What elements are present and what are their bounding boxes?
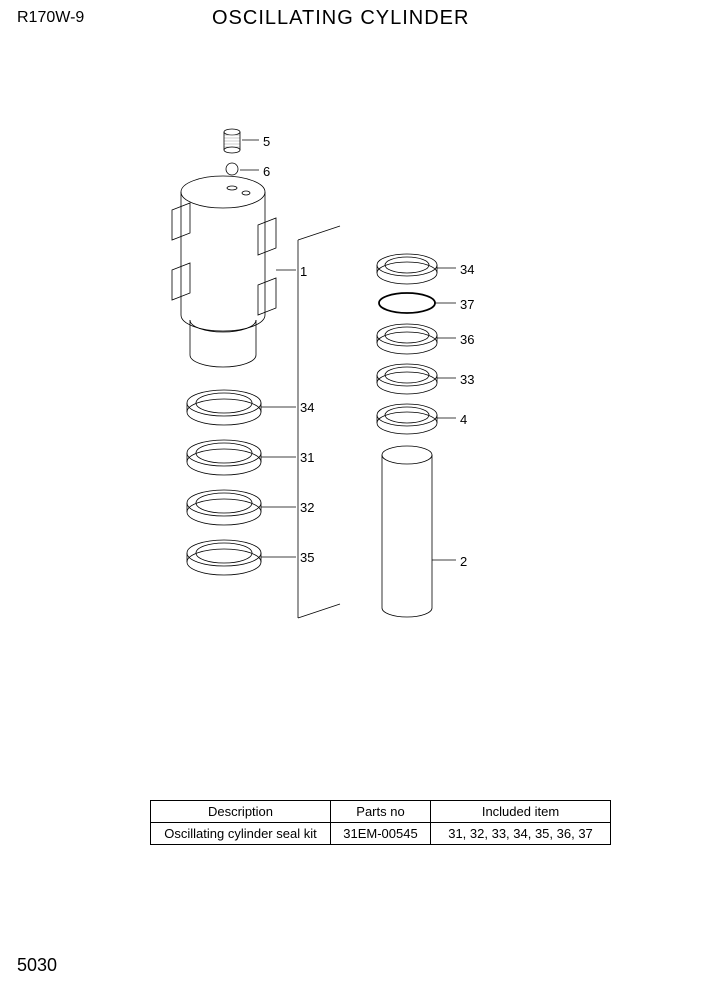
model-code: R170W-9	[17, 9, 84, 27]
part-screw	[224, 129, 240, 153]
table-header-row: Description Parts no Included item	[151, 801, 611, 823]
col-partsno: Parts no	[331, 801, 431, 823]
callout-4: 4	[460, 412, 467, 427]
callout-34a: 34	[460, 262, 474, 277]
leader-lines	[240, 140, 456, 560]
part-rod	[382, 446, 432, 617]
exploded-diagram	[0, 110, 702, 810]
callout-32: 32	[300, 500, 314, 515]
callout-33: 33	[460, 372, 474, 387]
part-ball	[226, 163, 238, 175]
cell-partsno: 31EM-00545	[331, 823, 431, 845]
page-number: 5030	[17, 955, 57, 976]
callout-36: 36	[460, 332, 474, 347]
callout-31: 31	[300, 450, 314, 465]
cell-description: Oscillating cylinder seal kit	[151, 823, 331, 845]
table-row: Oscillating cylinder seal kit 31EM-00545…	[151, 823, 611, 845]
part-body	[172, 176, 276, 367]
col-description: Description	[151, 801, 331, 823]
col-included: Included item	[431, 801, 611, 823]
callout-1: 1	[300, 264, 307, 279]
cell-included: 31, 32, 33, 34, 35, 36, 37	[431, 823, 611, 845]
callout-34b: 34	[300, 400, 314, 415]
callout-2: 2	[460, 554, 467, 569]
right-ring-stack	[377, 254, 437, 434]
callout-6: 6	[263, 164, 270, 179]
parts-table: Description Parts no Included item Oscil…	[150, 800, 611, 845]
callout-35: 35	[300, 550, 314, 565]
page-title: OSCILLATING CYLINDER	[212, 7, 469, 30]
left-ring-stack	[187, 390, 261, 575]
callout-5: 5	[263, 134, 270, 149]
callout-37: 37	[460, 297, 474, 312]
